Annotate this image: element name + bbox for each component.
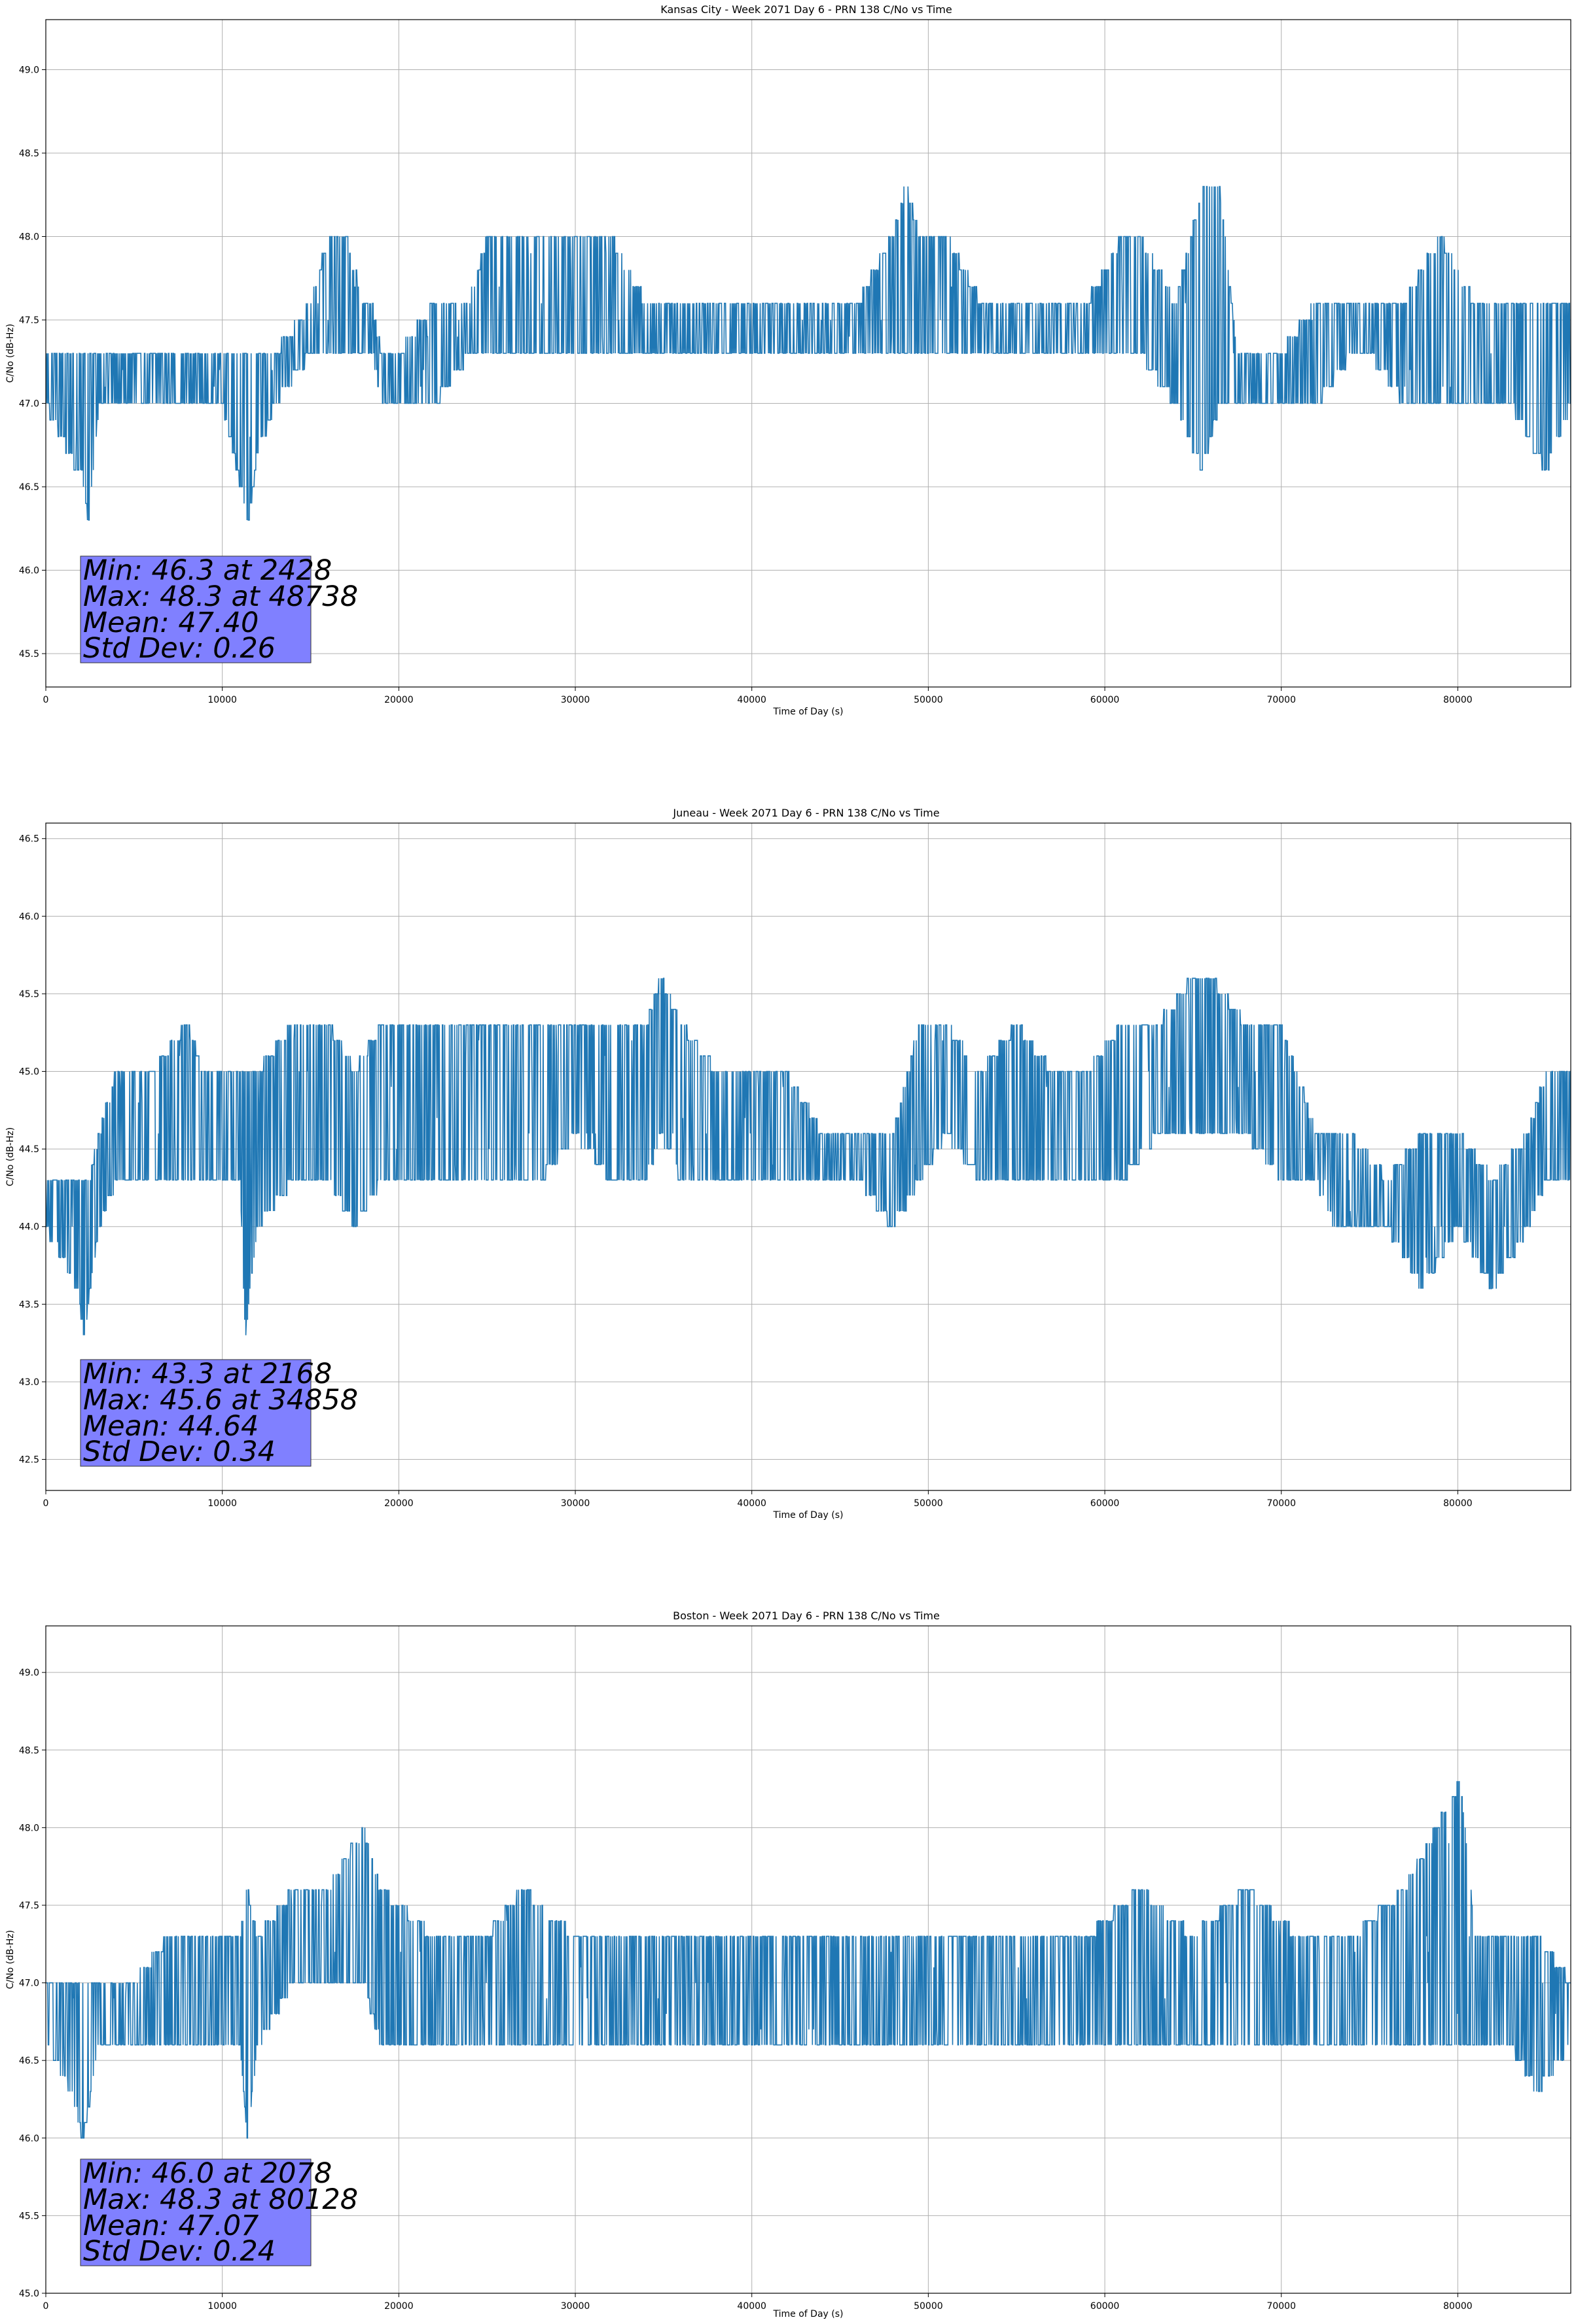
stats-box-background (80, 1359, 312, 1467)
cno-series-line (46, 977, 1571, 1335)
data-layer (46, 977, 1571, 1335)
x-tick-label: 0 (43, 2301, 49, 2312)
cno-series-line (46, 1781, 1571, 2139)
y-tick-label: 45.0 (19, 2289, 39, 2299)
x-tick-label: 10000 (207, 2301, 237, 2312)
y-tick-label: 44.5 (19, 1144, 39, 1155)
stats-box: Min: 43.3 at 2168 Max: 45.6 at 34858 Mea… (80, 1358, 358, 1468)
x-tick-label: 40000 (737, 695, 766, 705)
y-tick-label: 45.5 (19, 2211, 39, 2221)
stats-std-dev: Std Dev: 0.34 (83, 1435, 276, 1468)
x-tick-label: 0 (43, 695, 49, 705)
x-tick-label: 30000 (561, 695, 590, 705)
y-tick-label: 46.0 (19, 911, 39, 922)
stats-box-background (80, 555, 312, 663)
x-tick-label: 20000 (384, 1498, 414, 1509)
stats-box-background (80, 2158, 312, 2266)
y-tick-label: 46.0 (19, 566, 39, 576)
chart-panel-juneau: Juneau - Week 2071 Day 6 - PRN 138 C/No … (5, 807, 1571, 1521)
stats-max: Max: 45.6 at 34858 (83, 1384, 358, 1417)
y-tick-label: 46.0 (19, 2134, 39, 2144)
y-tick-label: 46.5 (19, 482, 39, 493)
chart-panel-boston: Boston - Week 2071 Day 6 - PRN 138 C/No … (5, 1610, 1571, 2319)
cno-series-line (46, 186, 1571, 521)
y-tick-label: 49.0 (19, 65, 39, 76)
stats-box: Min: 46.0 at 2078 Max: 48.3 at 80128 Mea… (80, 2157, 358, 2268)
y-tick-label: 45.5 (19, 649, 39, 660)
x-tick-label: 60000 (1090, 1498, 1120, 1509)
x-tick-label: 0 (43, 1498, 49, 1509)
x-tick-label: 60000 (1090, 695, 1120, 705)
y-tick-label: 43.5 (19, 1299, 39, 1310)
y-tick-label: 48.5 (19, 1746, 39, 1756)
tick-layer: 0 10000 20000 30000 40000 50000 60000 70000 8000… (19, 834, 1473, 1509)
y-tick-label: 47.5 (19, 315, 39, 326)
x-tick-label: 80000 (1443, 695, 1473, 705)
x-tick-label: 50000 (914, 2301, 943, 2312)
y-tick-label: 46.5 (19, 834, 39, 845)
x-axis-label: Time of Day (s) (773, 2309, 844, 2319)
stats-std-dev: Std Dev: 0.24 (83, 2235, 276, 2268)
x-tick-label: 20000 (384, 2301, 414, 2312)
x-tick-label: 80000 (1443, 2301, 1473, 2312)
axes-frame (45, 822, 1571, 1491)
x-tick-label: 80000 (1443, 1498, 1473, 1509)
y-tick-label: 45.0 (19, 1067, 39, 1078)
axes-frame (45, 19, 1571, 688)
chart-panel-kansas-city: Kansas City - Week 2071 Day 6 - PRN 138 … (5, 3, 1571, 717)
y-tick-label: 47.0 (19, 399, 39, 410)
x-tick-label: 50000 (914, 695, 943, 705)
y-tick-label: 47.0 (19, 1979, 39, 1989)
y-tick-label: 43.0 (19, 1377, 39, 1388)
chart-title: Juneau - Week 2071 Day 6 - PRN 138 C/No … (672, 807, 939, 819)
y-tick-label: 44.0 (19, 1222, 39, 1233)
stats-min: Min: 46.0 at 2078 (83, 2157, 332, 2190)
x-tick-label: 70000 (1266, 695, 1296, 705)
x-tick-label: 10000 (207, 695, 237, 705)
y-tick-label: 45.5 (19, 989, 39, 1000)
y-tick-label: 47.5 (19, 1901, 39, 1911)
y-tick-label: 48.5 (19, 149, 39, 159)
x-tick-label: 40000 (737, 2301, 766, 2312)
y-axis-label: C/No (dB-Hz) (5, 1930, 16, 1989)
tick-layer: 0 10000 20000 30000 40000 50000 60000 70000 8000… (19, 65, 1473, 706)
stats-max: Max: 48.3 at 48738 (83, 580, 358, 613)
y-axis-label: C/No (dB-Hz) (5, 324, 16, 383)
stats-min: Min: 46.3 at 2428 (83, 554, 332, 587)
tick-layer: 0 10000 20000 30000 40000 50000 60000 70000 8000… (19, 1668, 1473, 2312)
stats-mean: Mean: 47.07 (83, 2210, 259, 2242)
stats-std-dev: Std Dev: 0.26 (83, 632, 276, 665)
stats-box: Min: 46.3 at 2428 Max: 48.3 at 48738 Mea… (80, 554, 358, 665)
x-tick-label: 10000 (207, 1498, 237, 1509)
chart-title: Kansas City - Week 2071 Day 6 - PRN 138 … (660, 3, 952, 16)
axes-frame (45, 1625, 1571, 2294)
x-tick-label: 60000 (1090, 2301, 1120, 2312)
y-tick-label: 49.0 (19, 1668, 39, 1678)
x-tick-label: 70000 (1266, 2301, 1296, 2312)
stats-mean: Mean: 47.40 (83, 607, 259, 639)
x-tick-label: 20000 (384, 695, 414, 705)
y-tick-label: 46.5 (19, 2056, 39, 2066)
data-layer (46, 186, 1571, 521)
x-tick-label: 40000 (737, 1498, 766, 1509)
x-axis-label: Time of Day (s) (773, 707, 844, 717)
y-tick-label: 48.0 (19, 1823, 39, 1833)
x-tick-label: 70000 (1266, 1498, 1296, 1509)
stats-mean: Mean: 44.64 (83, 1410, 259, 1443)
stats-max: Max: 48.3 at 80128 (83, 2183, 358, 2216)
y-tick-label: 42.5 (19, 1455, 39, 1466)
chart-title: Boston - Week 2071 Day 6 - PRN 138 C/No … (673, 1610, 940, 1622)
x-tick-label: 50000 (914, 1498, 943, 1509)
x-tick-label: 30000 (561, 2301, 590, 2312)
x-axis-label: Time of Day (s) (773, 1510, 844, 1521)
data-layer (46, 1781, 1571, 2139)
x-tick-label: 30000 (561, 1498, 590, 1509)
y-axis-label: C/No (dB-Hz) (5, 1127, 16, 1186)
stats-min: Min: 43.3 at 2168 (83, 1358, 332, 1390)
y-tick-label: 48.0 (19, 232, 39, 243)
